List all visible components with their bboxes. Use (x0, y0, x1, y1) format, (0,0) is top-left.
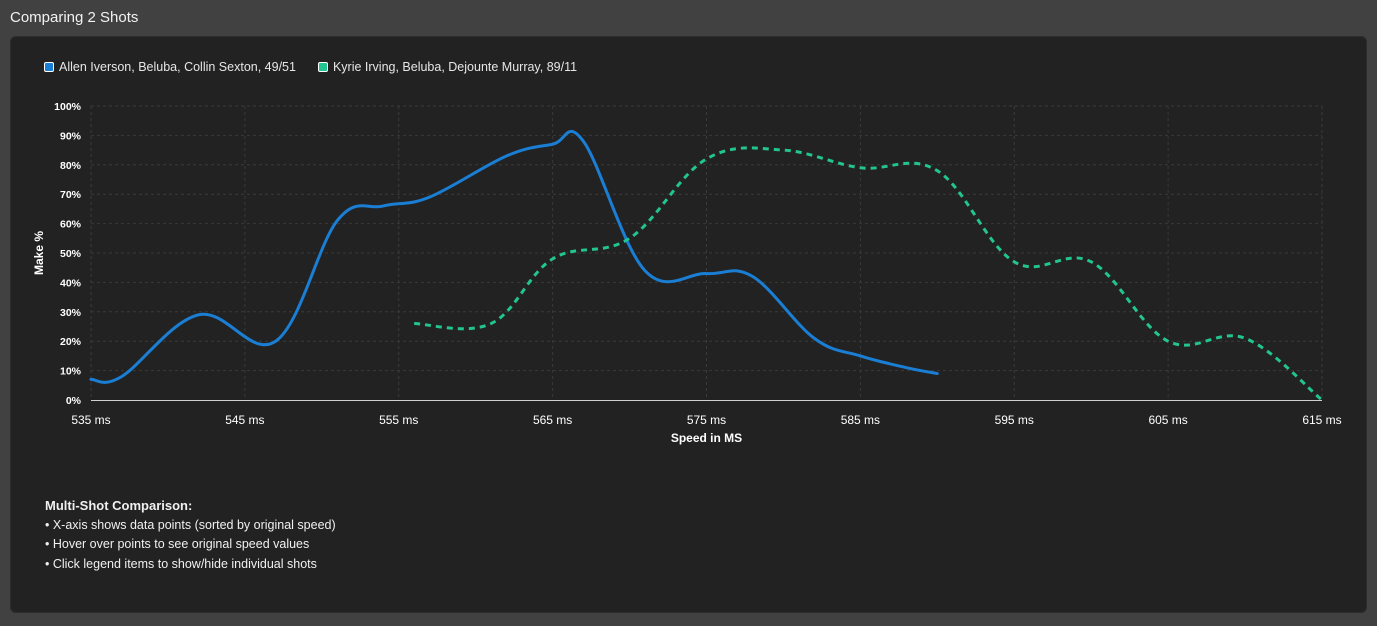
x-tick-label: 575 ms (687, 413, 726, 427)
series-line-1 (89, 129, 939, 384)
y-tick-label: 40% (60, 277, 82, 289)
y-axis-title: Make % (32, 231, 46, 275)
legend-item-series-1[interactable]: Allen Iverson, Beluba, Collin Sexton, 49… (44, 60, 296, 74)
notes-section: Multi-Shot Comparison: • X-axis shows da… (45, 496, 336, 574)
notes-heading: Multi-Shot Comparison: (45, 498, 193, 513)
y-tick-label: 100% (54, 101, 82, 113)
x-tick-label: 595 ms (995, 413, 1034, 427)
y-tick-label: 30% (60, 307, 82, 319)
x-tick-label: 605 ms (1148, 413, 1187, 427)
y-tick-label: 60% (60, 219, 82, 231)
line-chart: 0% 10% 20% 30% 40% 50% 60% 70% 80% 90% 100% 535 ms 5… (32, 101, 1342, 445)
x-tick-label: 545 ms (225, 413, 264, 427)
page-title: Comparing 2 Shots (10, 9, 139, 26)
notes-item: • X-axis shows data points (sorted by or… (45, 517, 336, 532)
y-tick-label: 70% (60, 189, 82, 201)
y-tick-label: 0% (66, 395, 82, 407)
x-axis-title: Speed in MS (671, 431, 742, 445)
chart-panel: Allen Iverson, Beluba, Collin Sexton, 49… (10, 36, 1367, 613)
legend-label-series-2: Kyrie Irving, Beluba, Dejounte Murray, 8… (332, 60, 578, 74)
chart-legend: Allen Iverson, Beluba, Collin Sexton, 49… (44, 60, 577, 74)
series-line-2 (414, 146, 1323, 402)
legend-item-series-2[interactable]: Kyrie Irving, Beluba, Dejounte Murray, 8… (317, 60, 578, 74)
y-tick-label: 80% (60, 160, 82, 172)
x-tick-label: 565 ms (533, 413, 572, 427)
legend-swatch-series-1 (44, 62, 54, 72)
notes-item: • Click legend items to show/hide indivi… (45, 556, 317, 571)
x-tick-label: 585 ms (841, 413, 880, 427)
notes-item: • Hover over points to see original spee… (45, 537, 310, 551)
x-tick-label: 535 ms (71, 413, 110, 427)
legend-label-series-1: Allen Iverson, Beluba, Collin Sexton, 49… (59, 60, 296, 74)
y-tick-label: 50% (60, 248, 82, 260)
legend-swatch-series-2 (317, 62, 328, 72)
y-tick-label: 10% (60, 366, 82, 378)
y-tick-label: 20% (60, 336, 82, 348)
y-tick-label: 90% (60, 130, 82, 142)
x-tick-label: 615 ms (1302, 413, 1341, 427)
x-tick-label: 555 ms (379, 413, 418, 427)
